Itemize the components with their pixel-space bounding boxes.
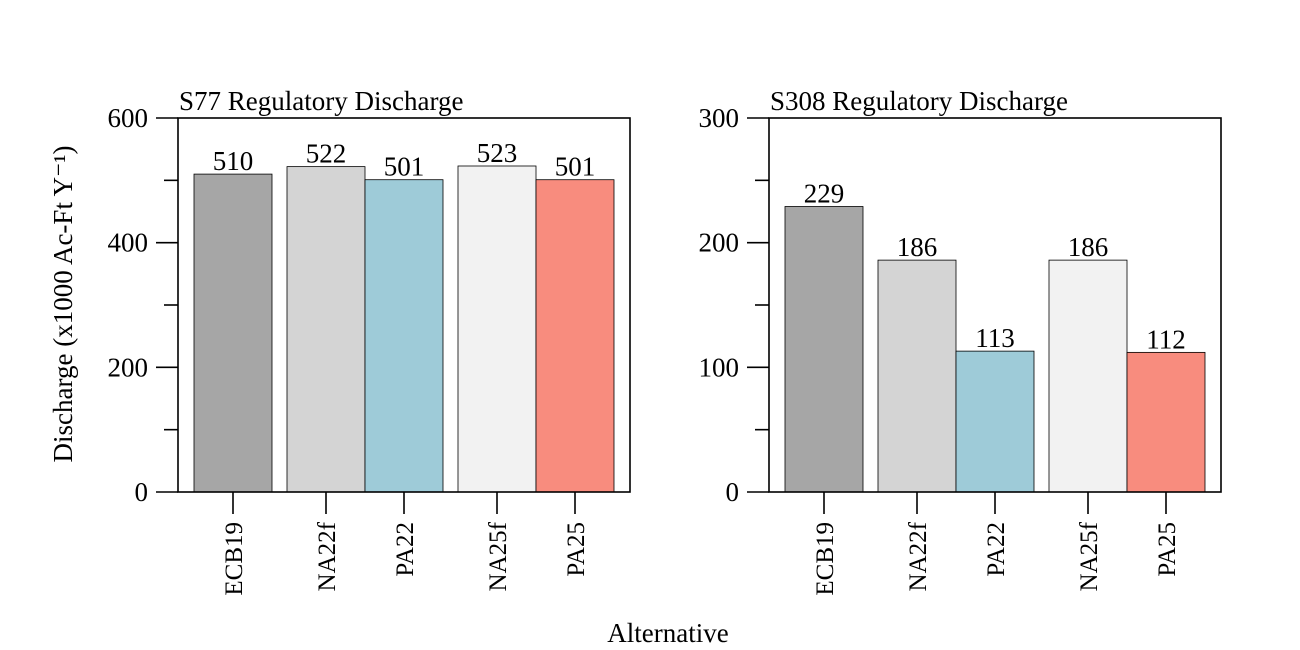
- bar-na25f: [1048, 259, 1128, 493]
- value-label: 186: [897, 232, 938, 262]
- s308-panel: S308 Regulatory Discharge 229 186 113 186 112…: [699, 86, 1222, 596]
- y-tick-label: 0: [726, 477, 740, 507]
- x-tick-label: PA22: [983, 522, 1010, 577]
- value-label: 501: [555, 152, 596, 182]
- chart-title: S77 Regulatory Discharge: [179, 86, 463, 116]
- y-tick-label: 600: [108, 103, 149, 133]
- x-tick-label: NA25f: [1076, 521, 1103, 591]
- x-tick-label: PA22: [392, 522, 419, 577]
- s77-panel: S77 Regulatory Discharge 510 522 501 523 501 0…: [108, 86, 631, 596]
- x-tick-label: NA22f: [905, 521, 932, 591]
- value-label: 510: [213, 146, 254, 176]
- value-label: 229: [804, 179, 845, 209]
- value-label: 501: [384, 152, 425, 182]
- y-tick-label: 300: [699, 103, 740, 133]
- y-tick-label: 400: [108, 228, 149, 258]
- y-tick-label: 200: [699, 228, 740, 258]
- value-label: 113: [975, 323, 1015, 353]
- value-label: 522: [306, 139, 347, 169]
- bar-na22f: [877, 259, 957, 493]
- y-tick-label: 0: [135, 477, 149, 507]
- y-tick-label: 100: [699, 352, 740, 382]
- x-tick-label: PA25: [1154, 522, 1181, 577]
- x-tick-label: ECB19: [812, 522, 839, 596]
- bar-pa25: [1126, 351, 1206, 493]
- y-tick-label: 200: [108, 352, 149, 382]
- x-tick-label: NA25f: [485, 521, 512, 591]
- value-label: 186: [1068, 232, 1109, 262]
- bar-pa25: [535, 179, 615, 493]
- bar-ecb19: [193, 173, 273, 493]
- chart-title: S308 Regulatory Discharge: [770, 86, 1068, 116]
- bar-pa22: [955, 350, 1035, 493]
- x-tick-label: ECB19: [221, 522, 248, 596]
- x-tick-label: NA22f: [314, 521, 341, 591]
- value-label: 523: [477, 138, 518, 168]
- bar-pa22: [364, 179, 444, 493]
- value-label: 112: [1146, 324, 1186, 354]
- bar-ecb19: [784, 206, 864, 493]
- bar-na25f: [457, 165, 537, 493]
- x-tick-label: PA25: [563, 522, 590, 577]
- bar-na22f: [286, 166, 366, 493]
- x-axis-label: Alternative: [607, 618, 728, 648]
- y-axis-label: Discharge (x1000 Ac-Ft Y⁻¹): [48, 145, 78, 462]
